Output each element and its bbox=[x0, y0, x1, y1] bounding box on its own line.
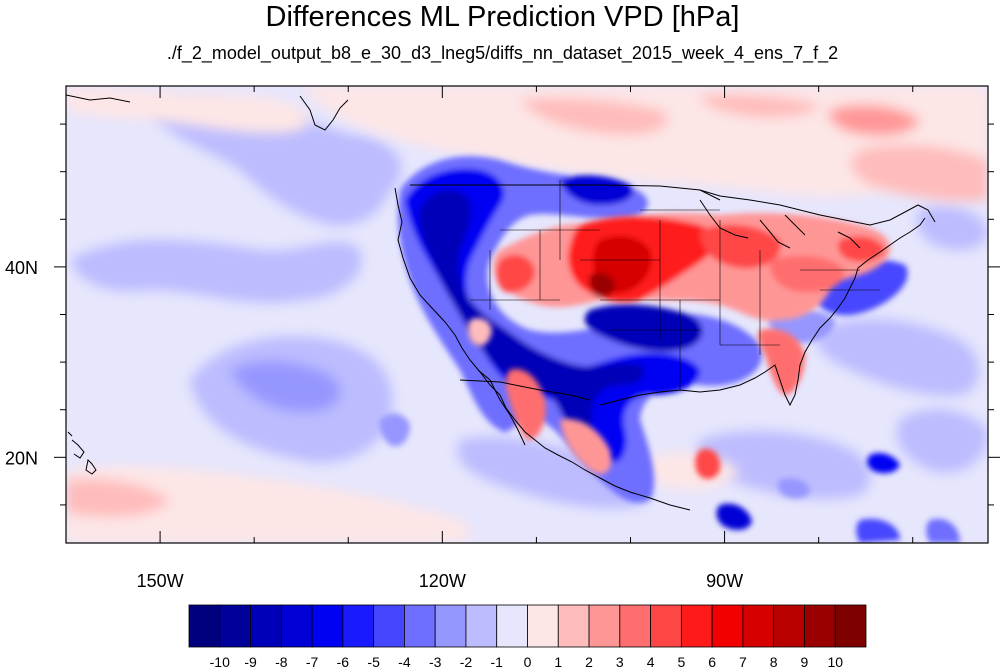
colorbar-swatch bbox=[250, 604, 282, 648]
colorbar-tick-label: -2 bbox=[460, 654, 473, 670]
colorbar-tick-label: -8 bbox=[275, 654, 288, 670]
colorbar-swatch bbox=[404, 604, 436, 648]
colorbar-swatch bbox=[465, 604, 498, 648]
colorbar-swatch bbox=[311, 604, 344, 648]
colorbar-tick-label: 0 bbox=[524, 654, 532, 670]
central-us-positive-anomaly bbox=[467, 213, 891, 479]
colorbar-tick-label: 10 bbox=[827, 654, 843, 670]
colorbar-tick-label: 7 bbox=[739, 654, 747, 670]
coastlines-and-borders bbox=[66, 94, 936, 511]
colorbar-swatch bbox=[773, 604, 805, 648]
lat-tick-label: 20N bbox=[5, 448, 38, 468]
map-title: Differences ML Prediction VPD [hPa] bbox=[265, 1, 740, 33]
colorbar-swatch bbox=[804, 604, 836, 648]
scattered-blue-patches bbox=[379, 413, 960, 543]
lon-tick-label: 120W bbox=[419, 571, 466, 591]
colorbar-tick-label: 1 bbox=[554, 654, 562, 670]
colorbar-swatch bbox=[496, 604, 528, 648]
pink-patches bbox=[66, 86, 988, 543]
colorbar-tick-label: 8 bbox=[770, 654, 778, 670]
lat-tick-label: 40N bbox=[5, 258, 38, 278]
colorbar-tick-label: -10 bbox=[210, 654, 230, 670]
western-us-negative-anomaly bbox=[398, 156, 908, 503]
colorbar-swatch bbox=[588, 604, 621, 648]
colorbar-swatch bbox=[434, 604, 467, 648]
colorbar-tick-label: -4 bbox=[398, 654, 411, 670]
colorbar-swatch bbox=[188, 604, 221, 648]
colorbar-swatch bbox=[280, 604, 313, 648]
colorbar-swatch bbox=[557, 604, 590, 648]
colorbar-swatch bbox=[680, 604, 713, 648]
colorbar-tick-label: -3 bbox=[429, 654, 442, 670]
colorbar-tick-label: -6 bbox=[337, 654, 350, 670]
colorbar-swatch bbox=[650, 604, 682, 648]
colorbar-swatch bbox=[527, 604, 559, 648]
colorbar bbox=[188, 604, 867, 648]
lon-tick-label: 90W bbox=[706, 571, 743, 591]
colorbar-tick-label: -5 bbox=[367, 654, 380, 670]
colorbar-tick-label: 2 bbox=[585, 654, 593, 670]
colorbar-tick-label: 3 bbox=[616, 654, 624, 670]
colorbar-swatch bbox=[619, 604, 651, 648]
colorbar-swatch bbox=[834, 604, 867, 648]
colorbar-tick-label: -1 bbox=[491, 654, 504, 670]
colorbar-tick-label: 5 bbox=[677, 654, 685, 670]
ocean-light-blue-patches bbox=[70, 103, 988, 509]
colorbar-tick-label: 9 bbox=[801, 654, 809, 670]
colorbar-tick-label: -7 bbox=[306, 654, 319, 670]
colorbar-tick-label: 6 bbox=[708, 654, 716, 670]
axis-tick-labels: 150W 120W 90W 40N 20N bbox=[5, 258, 743, 591]
colorbar-swatch bbox=[373, 604, 405, 648]
colorbar-tick-label: -9 bbox=[244, 654, 257, 670]
colorbar-swatch bbox=[711, 604, 744, 648]
axis-ticks bbox=[54, 86, 1000, 543]
lon-tick-label: 150W bbox=[137, 571, 184, 591]
vpd-difference-field bbox=[66, 86, 988, 543]
colorbar-swatch bbox=[342, 604, 375, 648]
map-subtitle: ./f_2_model_output_b8_e_30_d3_lneg5/diff… bbox=[166, 43, 839, 63]
colorbar-tick-label: 4 bbox=[647, 654, 655, 670]
colorbar-labels: -10 -9 -8 -7 -6 -5 -4 -3 -2 -1 0 1 2 3 4 5 6 7 8 9 10 bbox=[210, 654, 844, 670]
colorbar-swatch bbox=[219, 604, 251, 648]
colorbar-swatch bbox=[742, 604, 775, 648]
